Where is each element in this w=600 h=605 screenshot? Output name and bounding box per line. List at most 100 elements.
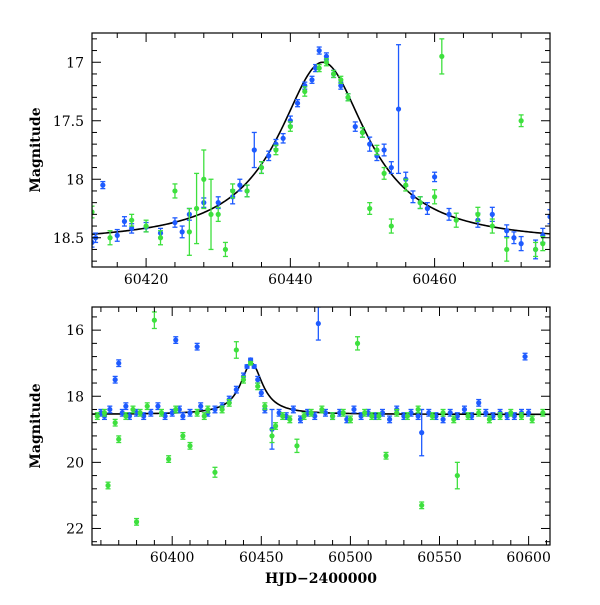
data-point: [144, 403, 150, 409]
data-point: [290, 406, 296, 413]
data-point: [255, 377, 261, 383]
data-point: [258, 390, 264, 396]
data-point: [446, 211, 452, 217]
data-point: [233, 387, 239, 393]
data-point: [547, 214, 550, 220]
panel-top: 60420 60440 60460 17 17.5 18 18.5 Magnitude: [28, 32, 551, 288]
data-point: [201, 413, 207, 419]
data-point: [431, 194, 438, 200]
data-point: [176, 406, 182, 413]
data-point: [415, 406, 421, 413]
y-tick-label: 17: [66, 55, 84, 71]
data-point: [283, 413, 289, 419]
data-point: [381, 170, 387, 176]
plot-frame: [91, 306, 551, 546]
data-point: [340, 410, 346, 416]
data-point: [312, 413, 318, 419]
data-point: [262, 403, 268, 409]
data-point: [222, 246, 229, 253]
data-point: [511, 413, 517, 419]
data-point: [331, 71, 337, 77]
data-point: [365, 410, 371, 416]
data-point: [137, 410, 143, 416]
data-point: [301, 413, 307, 419]
data-point: [319, 406, 325, 413]
data-point: [440, 410, 446, 416]
data-point: [532, 246, 539, 253]
data-point: [468, 413, 475, 419]
data-point: [433, 413, 439, 419]
data-point: [294, 443, 300, 449]
data-point: [233, 347, 239, 353]
data-point: [465, 413, 471, 419]
data-point: [186, 229, 192, 235]
data-point: [173, 337, 179, 343]
x-tick-label: 60440: [268, 272, 313, 288]
data-point: [133, 410, 140, 416]
data-point: [540, 410, 546, 416]
data-point: [198, 403, 204, 409]
data-point: [215, 200, 221, 206]
data-point: [403, 182, 409, 188]
data-point: [162, 413, 168, 419]
data-point: [287, 124, 293, 130]
data-point: [194, 344, 200, 350]
data-point: [329, 413, 336, 419]
data-point: [352, 124, 358, 130]
series-blue-bottom: [98, 307, 532, 457]
data-point: [486, 416, 493, 422]
data-point: [158, 410, 165, 416]
x-tick-label: 60600: [506, 550, 551, 566]
data-point: [383, 453, 389, 459]
data-point: [367, 205, 373, 212]
plot-frame: [91, 32, 551, 268]
data-point: [367, 141, 373, 147]
x-tick-label: 60500: [328, 550, 373, 566]
x-tick-label: 60460: [412, 272, 457, 288]
data-point: [107, 406, 113, 413]
data-point: [447, 410, 453, 416]
data-point: [489, 211, 495, 217]
data-point: [180, 433, 186, 439]
data-point: [119, 410, 125, 416]
data-point: [272, 423, 279, 429]
data-point: [387, 416, 393, 422]
data-point: [522, 353, 528, 360]
data-point: [116, 360, 122, 366]
data-point: [518, 413, 525, 419]
data-point: [415, 413, 421, 419]
data-point: [381, 147, 387, 153]
data-point: [440, 416, 446, 422]
data-point: [497, 413, 503, 419]
data-point: [518, 241, 524, 247]
data-point: [201, 176, 207, 182]
y-tick-label: 18.5: [53, 231, 84, 247]
x-tick-label: 60400: [150, 550, 195, 566]
data-point: [105, 482, 111, 489]
data-point: [123, 403, 129, 409]
data-point: [540, 241, 546, 247]
data-point: [230, 188, 236, 194]
data-point: [358, 413, 364, 419]
data-point: [489, 223, 495, 229]
data-point: [461, 406, 468, 413]
data-point: [426, 410, 432, 416]
data-point: [302, 88, 308, 95]
x-tick-label: 60420: [124, 272, 169, 288]
data-point: [193, 205, 200, 212]
data-point: [297, 416, 304, 422]
data-point: [483, 410, 489, 416]
data-point: [337, 410, 343, 416]
data-point: [351, 406, 357, 413]
data-point: [280, 135, 286, 141]
data-point: [305, 410, 311, 416]
data-point: [179, 229, 185, 235]
series-blue-top: [92, 44, 550, 260]
data-point: [309, 77, 315, 83]
data-point: [112, 420, 118, 426]
data-point: [141, 413, 147, 419]
data-point: [107, 235, 113, 241]
data-point: [404, 413, 411, 419]
